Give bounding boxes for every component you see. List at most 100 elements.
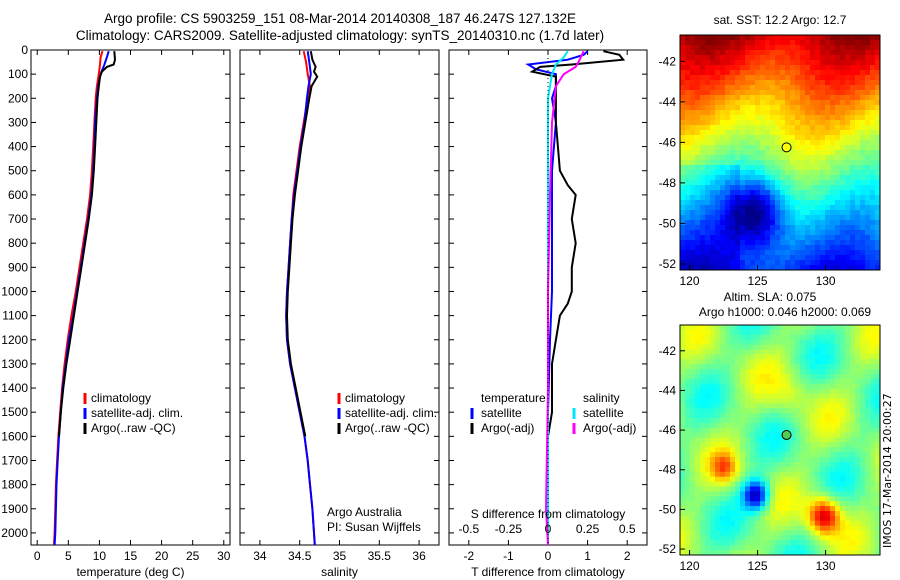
legend-header-temperature: temperature (481, 391, 546, 405)
x2-tick-label: -0.25 (495, 522, 523, 536)
x-tick-label: 36 (412, 549, 426, 563)
x-tick-label: 0 (545, 549, 552, 563)
profile-panels: 0 5 10 15 20 25 300100200300400500600700800900… (1, 43, 648, 579)
x-tick-label: 34.5 (288, 549, 312, 563)
map-y-tick-label: -46 (659, 423, 677, 437)
title-line-2: Climatology: CARS2009. Satellite-adjuste… (75, 28, 605, 43)
x-tick-label: 5 (65, 549, 72, 563)
y-tick-label: 700 (8, 212, 28, 226)
panel-temperature: 0 5 10 15 20 25 300100200300400500600700800900… (1, 43, 230, 579)
series-line-3 (544, 50, 585, 545)
x-tick-label: 34 (253, 549, 267, 563)
panel-difference: -2 -1 0 1 2 T difference from climatology -0.5… (448, 49, 648, 579)
y-tick-label: 0 (21, 43, 28, 57)
map-x-tick-label: 120 (680, 274, 700, 288)
y-tick-label: 1600 (1, 429, 28, 443)
map-x-tick-label: 125 (748, 274, 768, 288)
x-tick-label: 30 (217, 549, 231, 563)
annotation-line: Argo Australia (327, 505, 402, 519)
legend-label: Argo(-adj) (583, 421, 636, 435)
map-title-line-2: Argo h1000: 0.046 h2000: 0.069 (699, 305, 871, 319)
x-tick-label: 20 (155, 549, 169, 563)
legend-label: satellite-adj. clim. (91, 406, 183, 420)
x-tick-label: 15 (124, 549, 138, 563)
plot-frame (30, 49, 231, 546)
series-line-2 (58, 51, 117, 437)
y-tick-label: 1300 (1, 357, 28, 371)
y-tick-label: 1700 (1, 453, 28, 467)
x-axis-label: T difference from climatology (471, 565, 625, 579)
legend-label: Argo(-adj) (481, 421, 534, 435)
x2-tick-label: 0.25 (576, 522, 600, 536)
annotation-line: PI: Susan Wijffels (327, 520, 421, 534)
map-y-tick-label: -42 (659, 54, 677, 68)
map-y-tick-label: -46 (659, 135, 677, 149)
x-tick-label: 35.5 (368, 549, 392, 563)
y-tick-label: 500 (8, 164, 28, 178)
map-y-tick-label: -48 (659, 463, 677, 477)
legend-header-salinity: salinity (583, 391, 620, 405)
y-tick-label: 1400 (1, 381, 28, 395)
y-tick-label: 900 (8, 260, 28, 274)
series-line-1 (529, 50, 626, 437)
map-x-tick-label: 130 (816, 274, 836, 288)
x2-axis-label: S difference from climatology (471, 507, 626, 521)
map-x-tick-label: 125 (748, 559, 768, 573)
y-tick-label: 1100 (2, 309, 28, 323)
y-tick-label: 100 (8, 67, 28, 81)
x-axis-label: salinity (321, 565, 358, 579)
title-line-1: Argo profile: CS 5903259_151 08-Mar-2014… (103, 11, 577, 26)
series-line-2 (285, 51, 319, 437)
x2-tick-label: 0 (545, 522, 552, 536)
map-frame (679, 324, 881, 556)
x-tick-label: 10 (93, 549, 107, 563)
y-tick-label: 1800 (1, 478, 28, 492)
map-panels: 120 125 130 -42 -44 -46 -48 -50 -52 sat. SST: 12.… (659, 13, 881, 573)
map-field (680, 325, 880, 555)
argo-position-marker (781, 142, 792, 153)
y-tick-label: 400 (8, 140, 28, 154)
x-tick-label: -2 (463, 549, 474, 563)
legend-label: satellite-adj. clim. (345, 406, 437, 420)
legend-label: climatology (91, 391, 151, 405)
map-field (680, 35, 880, 270)
panel-salinity: 34 34.5 35 35.5 36 salinity climatologysatelli… (239, 49, 440, 579)
legend-label: climatology (345, 391, 405, 405)
legend-label: satellite (583, 406, 624, 420)
y-tick-label: 300 (8, 115, 28, 129)
x-tick-label: 2 (624, 549, 631, 563)
x-tick-label: 1 (584, 549, 591, 563)
legend-label: Argo(..raw -QC) (91, 421, 176, 435)
map-y-tick-label: -52 (659, 257, 677, 271)
x-tick-label: 35 (333, 549, 347, 563)
y-tick-label: 1900 (1, 502, 28, 516)
map-y-tick-label: -50 (659, 502, 677, 516)
y-tick-label: 1500 (1, 405, 28, 419)
timestamp-label: IMOS 17-Mar-2014 20:00:27 (881, 393, 894, 548)
map-y-tick-label: -48 (659, 176, 677, 190)
map-sla-map: 120 125 130 -42 -44 -46 -48 -50 -52 Altim. SLA: 0… (659, 290, 881, 573)
map-title-line-1: Altim. SLA: 0.075 (724, 290, 817, 304)
map-frame (679, 34, 881, 271)
map-x-tick-label: 130 (816, 559, 836, 573)
y-tick-label: 200 (8, 91, 28, 105)
map-sst-map: 120 125 130 -42 -44 -46 -48 -50 -52 sat. SST: 12.… (659, 13, 881, 288)
y-tick-label: 600 (8, 188, 28, 202)
y-tick-label: 2000 (1, 526, 28, 540)
map-title: sat. SST: 12.2 Argo: 12.7 (714, 13, 847, 27)
map-y-tick-label: -52 (659, 542, 677, 556)
map-y-tick-label: -50 (659, 216, 677, 230)
y-tick-label: 1200 (1, 333, 28, 347)
legend-label: Argo(..raw -QC) (345, 421, 430, 435)
y-tick-label: 800 (8, 236, 28, 250)
x2-tick-label: 0.5 (619, 522, 636, 536)
x-tick-label: 0 (34, 549, 41, 563)
x-tick-label: -1 (503, 549, 514, 563)
y-tick-label: 1000 (1, 284, 28, 298)
map-x-tick-label: 120 (680, 559, 700, 573)
legend-label: satellite (481, 406, 522, 420)
x2-tick-label: -0.5 (458, 522, 479, 536)
map-y-tick-label: -42 (659, 344, 677, 358)
x-axis-label: temperature (deg C) (76, 565, 184, 579)
